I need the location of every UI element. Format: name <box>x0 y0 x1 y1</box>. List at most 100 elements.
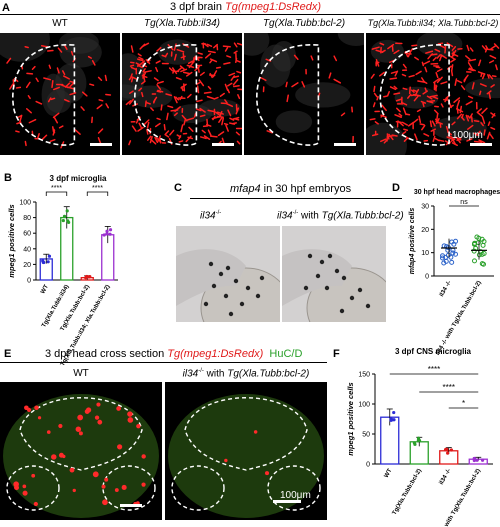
microglia-cell <box>127 411 132 416</box>
macrophage <box>308 254 312 258</box>
microglia-cell <box>22 485 26 489</box>
microglia-cell <box>36 102 41 104</box>
microglia-cell <box>424 134 428 136</box>
microglia-cell <box>415 134 417 139</box>
microglia-cell <box>189 127 193 131</box>
microglia-cell <box>466 101 472 104</box>
data-point <box>109 228 112 231</box>
microglia-cell <box>57 68 59 73</box>
microglia-cell <box>158 82 164 84</box>
macrophage <box>358 288 362 292</box>
macrophage <box>316 274 320 278</box>
microglia-cell <box>425 88 426 91</box>
microglia-cell <box>302 82 304 87</box>
microglia-cell <box>410 87 411 93</box>
panel-a-image-wt-svg <box>0 33 120 155</box>
microglia-cell <box>334 79 340 82</box>
microglia-cell <box>52 81 53 88</box>
y-axis-label: mpeg1 positive cells <box>7 204 16 277</box>
microglia-cell <box>437 69 441 71</box>
microglia-cell <box>424 82 427 84</box>
y-axis-label: mfap4 positive cells <box>409 208 416 275</box>
panel-c-image-left-svg <box>176 226 280 322</box>
data-point <box>473 459 476 462</box>
microglia-cell <box>51 454 56 459</box>
x-tick-label: il34 -/- <box>439 280 453 298</box>
microglia-cell <box>438 43 442 44</box>
panel-a-label-both: Tg(Xla.Tubb:il34; Xla.Tubb:bcl-2) <box>366 18 500 28</box>
microglia-cell <box>458 81 462 83</box>
microglia-cell <box>334 56 336 60</box>
panel-a-label-bcl2: Tg(Xla.Tubb:bcl-2) <box>244 18 364 29</box>
microglia-cell <box>437 114 438 120</box>
microglia-cell <box>220 94 224 97</box>
microglia-cell <box>441 104 443 107</box>
microglia-cell <box>47 430 51 434</box>
microglia-cell <box>435 110 438 113</box>
microglia-cell <box>436 67 439 68</box>
microglia-cell <box>93 471 99 477</box>
microglia-cell <box>99 100 103 101</box>
microglia-cell <box>384 96 387 97</box>
macrophage <box>204 302 208 306</box>
panel-a-label-wt: WT <box>0 18 120 29</box>
microglia-cell <box>181 69 186 71</box>
x-tick-label: WT <box>40 284 50 295</box>
y-axis-label: mpeg1 positive cells <box>346 382 355 455</box>
macrophage <box>340 309 344 313</box>
microglia-cell <box>156 68 158 72</box>
microglia-cell <box>209 51 215 52</box>
y-tick-label: 30 <box>421 204 429 211</box>
microglia-cell <box>207 97 213 99</box>
microglia-cell <box>76 426 82 432</box>
microglia-cell <box>418 110 421 112</box>
background-blob <box>465 78 500 99</box>
microglia-cell <box>155 78 159 80</box>
microglia-cell <box>49 65 50 68</box>
microglia-cell <box>423 103 424 106</box>
microglia-cell <box>433 58 436 61</box>
panel-e-title: 3 dpf head cross section Tg(mpeg1:DsRedx… <box>45 348 302 360</box>
panel-a-title-red: Tg(mpeg1:DsRedx) <box>225 1 321 13</box>
x-tick-label: il34 -/- <box>439 468 453 486</box>
microglia-cell <box>54 129 55 132</box>
microglia-cell <box>115 488 119 492</box>
microglia-cell <box>238 44 242 46</box>
microglia-cell <box>237 72 240 73</box>
microglia-cell <box>265 471 269 475</box>
y-tick-label: 150 <box>358 372 370 379</box>
background-blob <box>55 63 86 102</box>
scale-bar <box>212 143 234 146</box>
microglia-cell <box>75 130 80 134</box>
microglia-cell <box>104 478 108 482</box>
microglia-cell <box>167 113 168 119</box>
microglia-cell <box>136 424 140 428</box>
microglia-cell <box>496 65 497 70</box>
microglia-cell <box>73 489 76 492</box>
microglia-cell <box>488 122 489 125</box>
microglia-cell <box>13 481 19 487</box>
microglia-cell <box>156 124 160 127</box>
microglia-cell <box>234 43 236 47</box>
microglia-cell <box>404 108 406 114</box>
microglia-cell <box>254 430 258 434</box>
data-point <box>105 230 108 233</box>
data-point <box>85 275 88 278</box>
microglia-cell <box>177 78 181 80</box>
panel-a-image-wt <box>0 33 120 155</box>
microglia-cell <box>173 70 174 73</box>
microglia-cell <box>478 112 482 115</box>
microglia-cell <box>79 431 83 435</box>
panel-c-image-right-svg <box>282 226 386 322</box>
panel-c-left-label: il34-/- <box>200 210 221 221</box>
microglia-cell <box>161 105 162 110</box>
microglia-cell <box>416 71 421 74</box>
microglia-cell <box>226 48 228 51</box>
microglia-cell <box>234 86 239 87</box>
macrophage <box>320 260 324 264</box>
microglia-cell <box>228 83 232 85</box>
microglia-cell <box>201 73 205 76</box>
macrophage <box>209 262 213 266</box>
microglia-cell <box>116 406 121 411</box>
